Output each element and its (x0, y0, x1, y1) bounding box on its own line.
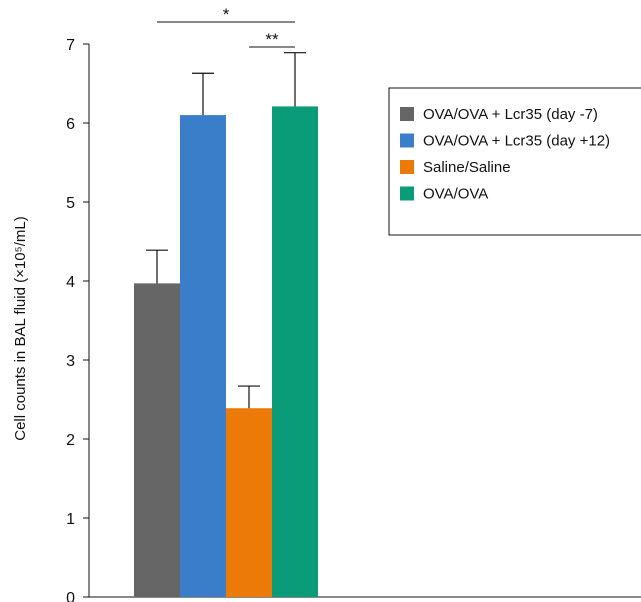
y-tick-label: 5 (66, 195, 75, 212)
legend: OVA/OVA + Lcr35 (day -7) OVA/OVA + Lcr35 … (388, 87, 641, 236)
y-ticks: 0 1 2 3 4 5 6 7 (66, 37, 89, 602)
significance-brackets: *** (157, 5, 295, 49)
y-tick-label: 0 (66, 590, 75, 602)
y-tick-label: 7 (66, 37, 75, 54)
legend-label: OVA/OVA + Lcr35 (day -7) (423, 106, 598, 123)
y-axis-title: Cell counts in BAL fluid (×10⁵/mL) (12, 216, 29, 441)
bars (134, 106, 318, 597)
legend-swatch (400, 160, 414, 174)
y-tick-label: 2 (66, 432, 75, 449)
legend-swatch (400, 133, 414, 148)
y-tick-label: 1 (66, 511, 75, 528)
legend-swatch (400, 186, 414, 201)
legend-box (388, 87, 641, 236)
legend-swatch (400, 107, 414, 121)
bar (180, 115, 226, 597)
y-tick-label: 6 (66, 116, 75, 133)
bar (272, 106, 318, 597)
bar (226, 408, 272, 597)
y-tick-label: 3 (66, 353, 75, 370)
y-axis: 0 1 2 3 4 5 6 7 (66, 37, 90, 602)
significance-label: ** (265, 30, 279, 49)
error-bars (146, 52, 306, 409)
significance-label: * (223, 5, 230, 24)
legend-label: OVA/OVA + Lcr35 (day +12) (423, 133, 610, 150)
legend-label: OVA/OVA (423, 186, 488, 203)
legend-label: Saline/Saline (423, 159, 511, 176)
y-tick-label: 4 (66, 274, 75, 291)
bar (134, 283, 180, 597)
